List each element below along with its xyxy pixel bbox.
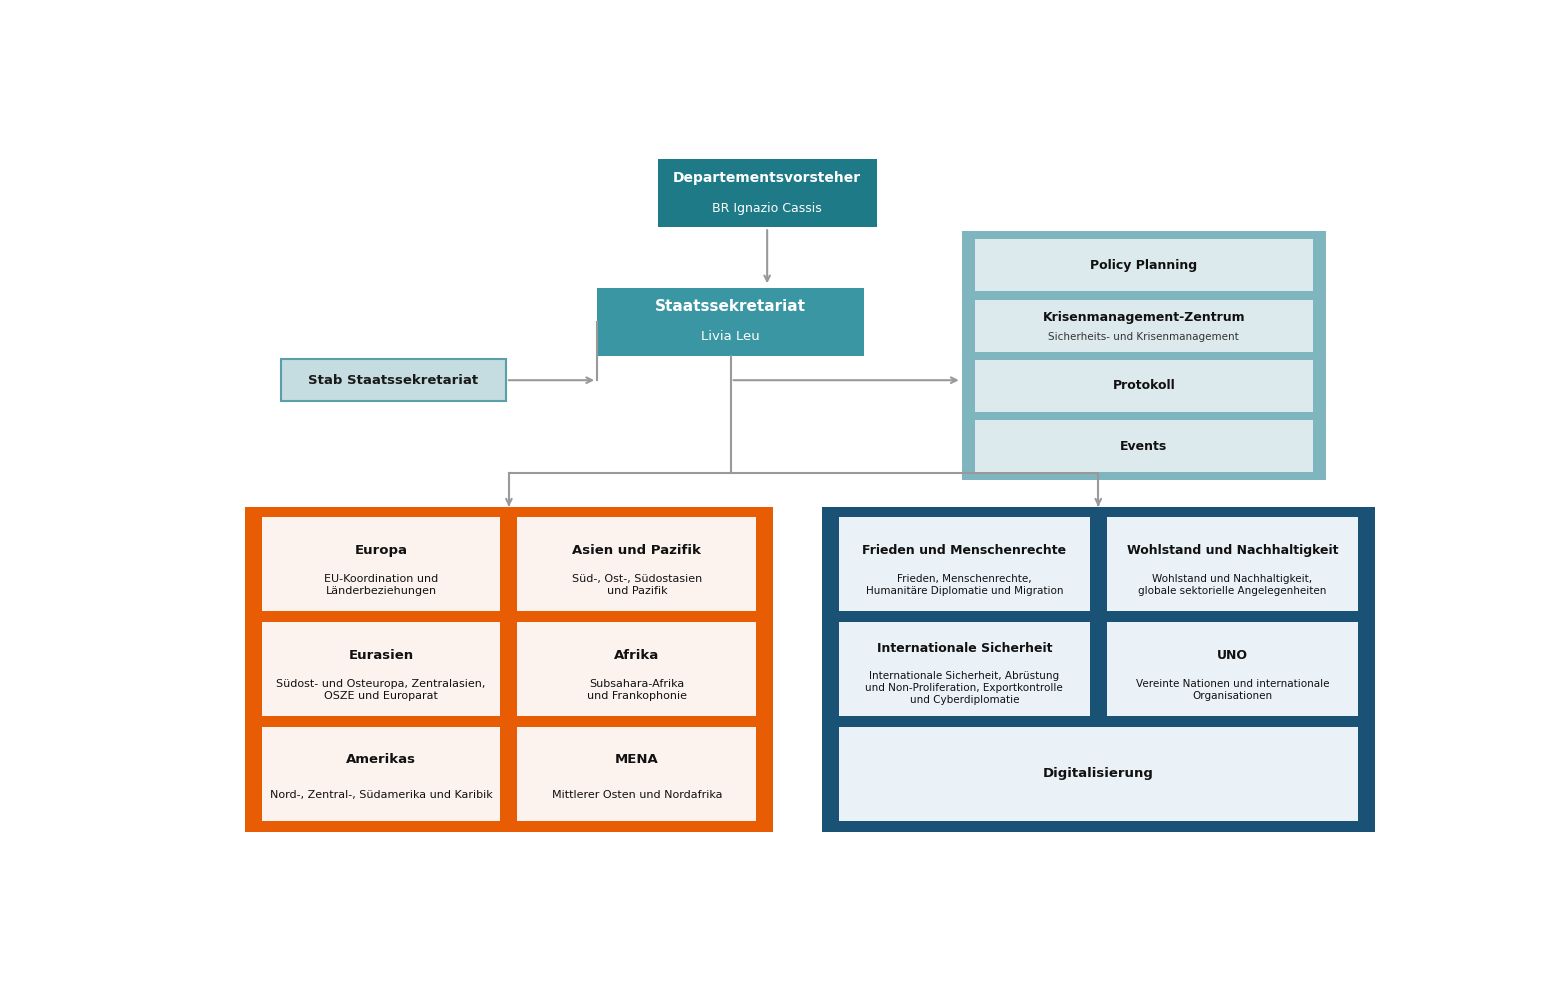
Text: Subsahara-Afrika
und Frankophonie: Subsahara-Afrika und Frankophonie [586, 679, 687, 700]
FancyBboxPatch shape [281, 359, 506, 401]
Text: MENA: MENA [615, 753, 659, 766]
Text: Stab Staatssekretariat: Stab Staatssekretariat [309, 374, 478, 387]
Text: Süd-, Ost-, Südostasien
und Pazifik: Süd-, Ost-, Südostasien und Pazifik [572, 574, 702, 595]
FancyBboxPatch shape [262, 517, 500, 611]
FancyBboxPatch shape [262, 727, 500, 821]
Text: Afrika: Afrika [615, 648, 660, 661]
FancyBboxPatch shape [262, 622, 500, 716]
Text: Mittlerer Osten und Nordafrika: Mittlerer Osten und Nordafrika [552, 790, 721, 800]
Text: Policy Planning: Policy Planning [1090, 259, 1198, 272]
Text: Sicherheits- und Krisenmanagement: Sicherheits- und Krisenmanagement [1049, 332, 1239, 342]
FancyBboxPatch shape [822, 507, 1375, 832]
Text: Internationale Sicherheit, Abrüstung
und Non-Proliferation, Exportkontrolle
und : Internationale Sicherheit, Abrüstung und… [866, 671, 1063, 704]
Text: Digitalisierung: Digitalisierung [1043, 767, 1154, 780]
Text: Asien und Pazifik: Asien und Pazifik [572, 543, 701, 557]
Text: Frieden und Menschenrechte: Frieden und Menschenrechte [862, 543, 1066, 557]
Text: Frieden, Menschenrechte,
Humanitäre Diplomatie und Migration: Frieden, Menschenrechte, Humanitäre Dipl… [866, 574, 1063, 595]
FancyBboxPatch shape [839, 517, 1090, 611]
FancyBboxPatch shape [517, 517, 756, 611]
Text: Internationale Sicherheit: Internationale Sicherheit [877, 642, 1052, 655]
Text: Südost- und Osteuropa, Zentralasien,
OSZE und Europarat: Südost- und Osteuropa, Zentralasien, OSZ… [276, 679, 486, 700]
FancyBboxPatch shape [975, 239, 1312, 291]
Text: Staatssekretariat: Staatssekretariat [655, 299, 806, 314]
FancyBboxPatch shape [961, 231, 1327, 481]
Text: Eurasien: Eurasien [348, 648, 414, 661]
Text: Vereinte Nationen und internationale
Organisationen: Vereinte Nationen und internationale Org… [1135, 679, 1330, 700]
FancyBboxPatch shape [1107, 622, 1358, 716]
FancyBboxPatch shape [839, 727, 1358, 821]
Text: Wohlstand und Nachhaltigkeit: Wohlstand und Nachhaltigkeit [1126, 543, 1338, 557]
Text: Krisenmanagement-Zentrum: Krisenmanagement-Zentrum [1043, 311, 1245, 325]
FancyBboxPatch shape [517, 727, 756, 821]
FancyBboxPatch shape [245, 507, 773, 832]
FancyBboxPatch shape [975, 420, 1312, 472]
Text: Departementsvorsteher: Departementsvorsteher [673, 171, 861, 185]
FancyBboxPatch shape [975, 360, 1312, 412]
FancyBboxPatch shape [975, 299, 1312, 351]
Text: UNO: UNO [1217, 648, 1248, 661]
FancyBboxPatch shape [597, 287, 864, 356]
FancyBboxPatch shape [839, 622, 1090, 716]
Text: Protokoll: Protokoll [1112, 380, 1176, 392]
Text: Nord-, Zentral-, Südamerika und Karibik: Nord-, Zentral-, Südamerika und Karibik [270, 790, 492, 800]
Text: Europa: Europa [354, 543, 408, 557]
Text: Wohlstand und Nachhaltigkeit,
globale sektorielle Angelegenheiten: Wohlstand und Nachhaltigkeit, globale se… [1138, 574, 1327, 595]
FancyBboxPatch shape [517, 622, 756, 716]
Text: Amerikas: Amerikas [347, 753, 416, 766]
Text: Events: Events [1120, 439, 1168, 452]
Text: BR Ignazio Cassis: BR Ignazio Cassis [712, 202, 822, 215]
Text: EU-Koordination und
Länderbeziehungen: EU-Koordination und Länderbeziehungen [325, 574, 437, 595]
Text: Livia Leu: Livia Leu [701, 331, 760, 343]
FancyBboxPatch shape [659, 159, 877, 228]
FancyBboxPatch shape [1107, 517, 1358, 611]
